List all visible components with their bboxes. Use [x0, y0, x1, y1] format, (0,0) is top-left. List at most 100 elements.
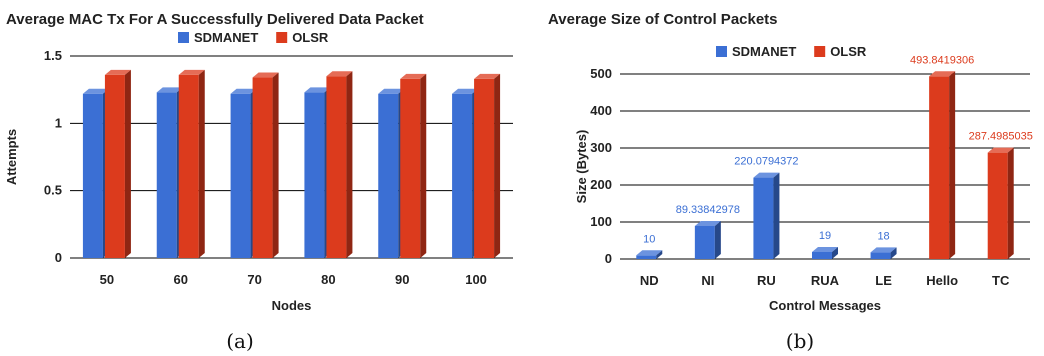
- bar-sdmanet-ni-top: [694, 220, 721, 226]
- x-tick-label: RUA: [811, 273, 840, 288]
- bar-sdmanet-ru-front: [753, 177, 774, 259]
- bar-olsr-80-front: [326, 76, 347, 258]
- y-tick-label: 0: [55, 250, 62, 265]
- bar-sdmanet-90-top: [378, 88, 405, 94]
- bar-olsr-tc-side: [1007, 147, 1014, 259]
- bar-sdmanet-nd-top: [636, 250, 663, 256]
- legend-label-sdmanet: SDMANET: [194, 30, 258, 45]
- y-tick-label: 1: [55, 115, 62, 130]
- bar-sdmanet-50-top: [82, 88, 109, 94]
- bar-sdmanet-80-front: [304, 92, 325, 258]
- bar-sdmanet-nd-front: [636, 255, 657, 259]
- bar-olsr-80-top: [326, 71, 353, 77]
- bar-olsr-100-side: [494, 73, 501, 258]
- chart-title: Average MAC Tx For A Successfully Delive…: [6, 11, 424, 28]
- data-label: 493.8419306: [910, 54, 974, 66]
- bar-sdmanet-100-front: [452, 93, 473, 258]
- bar-sdmanet-nd-side: [656, 250, 663, 259]
- bar-olsr-60-side: [198, 69, 205, 258]
- y-axis-label: Size (Bytes): [574, 130, 589, 204]
- bar-olsr-90-front: [400, 78, 421, 258]
- chart-b: Average Size of Control Packets SDMANET OL…: [548, 11, 1033, 353]
- bar-olsr-70: [252, 72, 279, 259]
- figure-caption: (a): [226, 329, 254, 353]
- bar-sdmanet-ru-top: [753, 172, 780, 178]
- y-tick-label: 500: [590, 66, 612, 81]
- x-tick-label: LE: [875, 273, 892, 288]
- bar-olsr-tc-top: [987, 147, 1014, 153]
- bar-olsr-50-front: [104, 74, 125, 258]
- bar-olsr-50-side: [124, 69, 131, 258]
- x-tick-label: RU: [757, 273, 776, 288]
- data-label: 10: [643, 233, 655, 245]
- x-tick-label: 60: [174, 272, 188, 287]
- bar-sdmanet-90-front: [378, 93, 399, 258]
- bar-sdmanet-60-front: [156, 92, 177, 258]
- bar-olsr-50-top: [104, 69, 131, 75]
- legend-swatch-olsr: [814, 46, 826, 57]
- bar-olsr-80: [326, 71, 353, 258]
- bar-olsr-hello-front: [929, 76, 950, 259]
- bar-olsr-50: [104, 69, 131, 258]
- bar-olsr-60-front: [178, 74, 199, 258]
- data-label: 287.4985035: [969, 131, 1033, 143]
- figure-caption: (b): [786, 329, 814, 353]
- y-tick-label: 300: [590, 140, 612, 155]
- legend-swatch-sdmanet: [178, 32, 189, 43]
- bar-olsr-80-side: [346, 71, 353, 258]
- bar-olsr-100-front: [474, 78, 495, 258]
- bar-olsr-hello: [929, 71, 956, 259]
- bar-sdmanet-le-top: [870, 247, 897, 253]
- bar-olsr-90: [400, 73, 427, 258]
- legend-swatch-sdmanet: [716, 46, 727, 57]
- y-tick-label: 0.5: [44, 183, 62, 198]
- legend-label-olsr: OLSR: [830, 44, 867, 59]
- bar-olsr-hello-side: [949, 71, 956, 259]
- x-tick-label: 50: [100, 272, 114, 287]
- x-axis-label: Control Messages: [769, 298, 881, 313]
- data-label: 18: [877, 230, 889, 242]
- bar-sdmanet-70-top: [230, 88, 257, 94]
- bar-sdmanet-le-front: [870, 252, 891, 259]
- bar-olsr-70-top: [252, 72, 279, 78]
- data-label: 220.0794372: [734, 156, 798, 168]
- bar-olsr-tc-front: [987, 152, 1008, 259]
- bar-sdmanet-nd: [636, 250, 663, 259]
- x-tick-label: 90: [395, 272, 409, 287]
- bar-sdmanet-ru-side: [773, 172, 780, 259]
- x-tick-label: TC: [992, 273, 1010, 288]
- x-tick-label: 100: [465, 272, 487, 287]
- chart-title: Average Size of Control Packets: [548, 11, 778, 28]
- legend-label-olsr: OLSR: [292, 30, 329, 45]
- bar-olsr-70-side: [272, 72, 279, 259]
- bar-olsr-60: [178, 69, 205, 258]
- bar-sdmanet-rua: [812, 246, 838, 259]
- bar-olsr-70-front: [252, 77, 273, 259]
- data-label: 19: [819, 230, 831, 242]
- bar-sdmanet-rua-top: [812, 246, 838, 252]
- bar-olsr-90-side: [420, 73, 427, 258]
- bar-sdmanet-50-front: [82, 93, 103, 258]
- x-axis-label: Nodes: [272, 298, 312, 313]
- legend-label-sdmanet: SDMANET: [732, 44, 796, 59]
- bar-sdmanet-rua-front: [812, 251, 832, 259]
- legend-swatch-olsr: [276, 32, 288, 43]
- data-label: 89.33842978: [676, 204, 740, 216]
- y-tick-label: 100: [590, 214, 612, 229]
- bar-sdmanet-ru: [753, 172, 780, 259]
- x-tick-label: Hello: [926, 273, 958, 288]
- x-tick-label: NI: [701, 273, 714, 288]
- chart-a: Average MAC Tx For A Successfully Delive…: [4, 11, 513, 353]
- y-tick-label: 1.5: [44, 48, 62, 63]
- bar-sdmanet-le: [870, 247, 897, 259]
- bar-olsr-100: [474, 73, 501, 258]
- bar-sdmanet-80-top: [304, 87, 331, 93]
- y-tick-label: 400: [590, 103, 612, 118]
- y-tick-label: 200: [590, 177, 612, 192]
- bar-sdmanet-rua-side: [832, 246, 838, 259]
- y-axis-label: Attempts: [4, 129, 19, 185]
- bar-sdmanet-ni-front: [694, 225, 715, 259]
- bar-sdmanet-le-side: [890, 247, 897, 259]
- bar-olsr-hello-top: [929, 71, 956, 77]
